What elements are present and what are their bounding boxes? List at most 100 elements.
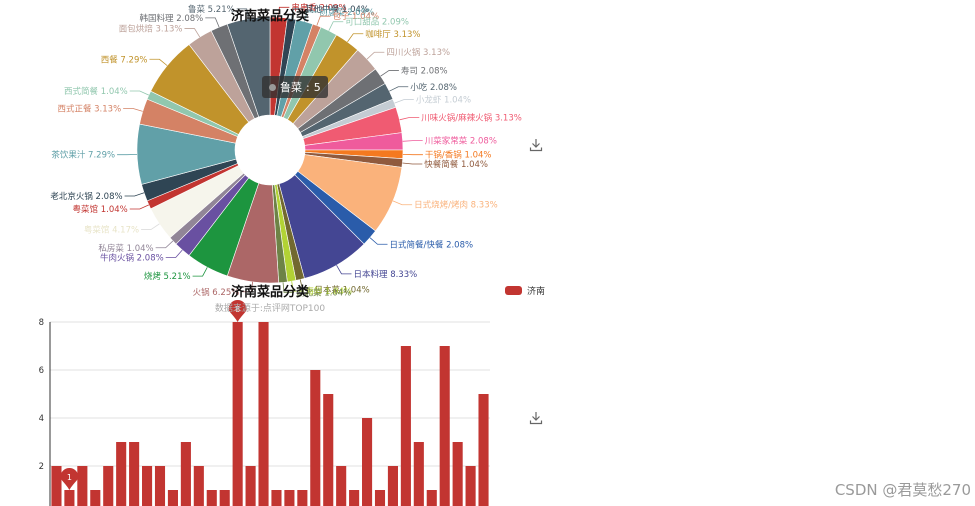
markpoint-label: 8	[235, 305, 240, 314]
pie-label-line	[394, 99, 414, 104]
markpoint-pin	[228, 300, 247, 322]
pie-slice-label: 可口甜品 2.09%	[345, 17, 409, 28]
bar[interactable]	[387, 466, 398, 506]
bar[interactable]	[439, 346, 450, 506]
pie-slice-label: 其他中餐 1.04%	[305, 4, 369, 15]
markpoint-pin	[60, 468, 79, 490]
legend-swatch	[505, 286, 522, 295]
bar[interactable]	[129, 442, 140, 506]
pie-label-line	[291, 8, 304, 19]
tooltip-value: 5	[313, 80, 321, 94]
bar-chart-title: 济南菜品分类	[230, 285, 309, 300]
pie-slice-label: 烧烤 5.21%	[144, 271, 191, 282]
bar[interactable]	[180, 442, 191, 506]
bar[interactable]	[465, 466, 476, 506]
pie-label-line	[316, 15, 331, 26]
pie-slice-label: 小吃 2.08%	[410, 82, 457, 93]
pie-slice-label: 粤菜馆 4.17%	[84, 224, 139, 235]
pie-label-line	[278, 6, 290, 18]
pie-slice-label: 日式烧烤/烤肉 8.33%	[414, 200, 498, 211]
pie-slice-label: 小龙虾 1.04%	[416, 95, 471, 106]
bar-legend-item[interactable]: 济南	[505, 284, 545, 297]
pie-slice-label: 韩国料理 2.08%	[140, 13, 204, 24]
pie-label-line	[304, 11, 318, 22]
pie-slice-label: 老北京火锅 2.08%	[50, 191, 122, 202]
pie-slice-label: 火锅 6.25%	[193, 287, 240, 298]
pie-slice[interactable]	[226, 16, 271, 118]
bar[interactable]	[103, 466, 114, 506]
pie-slice-label: 快餐简餐 1.04%	[424, 159, 488, 170]
bar[interactable]	[116, 442, 127, 506]
pie-label-line	[366, 51, 385, 60]
bar[interactable]	[232, 322, 243, 506]
bar[interactable]	[51, 466, 62, 506]
pie-label-line	[389, 86, 409, 92]
pie-slice-label: 串串香 2.09%	[291, 2, 346, 13]
pie-slice-label: 茶饮果汁 7.29%	[51, 150, 115, 161]
pie-slice-label: 川菜家常菜 2.08%	[425, 136, 497, 147]
pie-label-line	[241, 281, 254, 293]
y-tick-label: 6	[39, 366, 44, 376]
bar[interactable]	[206, 490, 217, 506]
pie-label-line	[369, 237, 388, 245]
pie-label-line	[380, 70, 399, 77]
pie-slice-label: 咖啡厅 3.13%	[365, 29, 420, 40]
bar[interactable]	[271, 490, 282, 506]
pie-slice-label: 面包烘焙 3.13%	[119, 24, 183, 35]
bar[interactable]	[297, 490, 308, 506]
bar[interactable]	[219, 490, 230, 506]
bar[interactable]	[323, 394, 334, 506]
bar[interactable]	[77, 466, 88, 506]
download-icon[interactable]	[529, 138, 543, 152]
pie-label-line	[236, 8, 249, 19]
bar[interactable]	[478, 394, 489, 506]
pie-label-line	[129, 204, 150, 210]
pie-label-line	[328, 21, 344, 31]
pie-slice-label: 日本菜 1.04%	[314, 284, 369, 295]
bar[interactable]	[193, 466, 204, 506]
bar[interactable]	[349, 490, 360, 506]
pie-label-line	[184, 28, 201, 38]
pie-label-line	[392, 200, 413, 206]
bar[interactable]	[452, 442, 463, 506]
bar[interactable]	[167, 490, 178, 506]
bar[interactable]	[374, 490, 386, 506]
pie-label-line	[129, 90, 150, 96]
bar[interactable]	[90, 490, 101, 506]
bar[interactable]	[362, 418, 373, 506]
bar[interactable]	[245, 466, 256, 506]
pie-slice-label: 四川火锅 3.13%	[386, 47, 450, 58]
pie-label-line	[155, 240, 174, 249]
pie-slice-label: 包子 1.04%	[332, 11, 379, 22]
tooltip-separator: :	[306, 80, 310, 94]
pie-slice-label: 日式简餐/快餐 2.08%	[390, 239, 474, 250]
bar[interactable]	[310, 370, 321, 506]
download-icon[interactable]	[529, 411, 543, 425]
bar[interactable]	[400, 346, 411, 506]
bar[interactable]	[142, 466, 153, 506]
pie-slice-label: 西餐 7.29%	[101, 55, 148, 65]
pie-slice-label: 牛肉火锅 2.08%	[100, 253, 164, 264]
pie-label-line	[402, 140, 423, 142]
markpoint-label: 1	[67, 473, 72, 482]
pie-label-line	[299, 279, 313, 290]
pie-label-line	[282, 282, 295, 293]
pie-label-line	[141, 223, 160, 230]
bar[interactable]	[426, 490, 437, 506]
bar[interactable]	[413, 442, 424, 506]
pie-slice-label: 海鲜 1.04%	[305, 286, 352, 297]
pie-label-line	[205, 17, 220, 28]
bar[interactable]	[336, 466, 347, 506]
bar[interactable]	[284, 490, 295, 506]
y-tick-label: 8	[39, 318, 44, 328]
pie-slice-label: 寿司 2.08%	[401, 66, 448, 77]
bar[interactable]	[64, 490, 75, 506]
bar[interactable]	[154, 466, 166, 506]
pie-slice-label: 鲁菜 5.21%	[188, 4, 235, 15]
bar[interactable]	[258, 322, 269, 506]
pie-label-line	[149, 58, 168, 66]
y-tick-label: 2	[39, 462, 44, 472]
legend-label: 济南	[527, 287, 546, 297]
pie-label-line	[402, 162, 423, 165]
